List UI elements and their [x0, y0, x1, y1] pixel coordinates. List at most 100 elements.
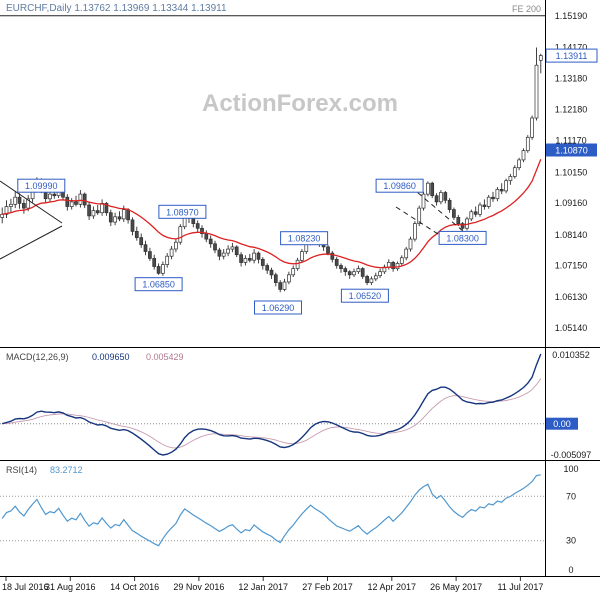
candle — [456, 217, 461, 224]
candle — [252, 252, 256, 261]
candle — [9, 203, 13, 207]
candle — [273, 274, 278, 283]
candle — [65, 196, 70, 207]
swing-label-box — [375, 178, 424, 193]
date-label: 26 May 2017 — [430, 582, 482, 592]
swing-label-box — [254, 300, 302, 315]
macd-title: MACD(12,26,9) — [6, 352, 69, 362]
price-axis-tick: 1.11170 — [555, 136, 586, 146]
level-price-text: 1.10870 — [555, 146, 588, 156]
candle — [208, 238, 213, 245]
swing-price-labels: 1.09990 1.08970 1.06850 1.08230 1.06290 1.065… — [17, 178, 487, 315]
triangle-lower-trendline[interactable] — [0, 225, 63, 260]
candle — [378, 271, 382, 277]
candle — [17, 196, 22, 204]
candle — [217, 249, 222, 257]
candle — [421, 193, 426, 209]
candle — [239, 254, 243, 263]
candle — [343, 268, 348, 273]
candle — [4, 206, 9, 215]
candle — [369, 278, 374, 283]
candle — [534, 64, 539, 119]
candle — [117, 216, 122, 220]
price-axis: 1.15190 1.14170 1.13180 1.12180 1.11170 1.101… — [0, 0, 600, 577]
candle — [525, 136, 530, 152]
swing-label-box — [280, 231, 329, 246]
candle — [360, 268, 365, 277]
candle — [352, 271, 356, 276]
candle — [104, 203, 109, 214]
candle — [74, 201, 78, 205]
candle — [282, 281, 287, 290]
candle — [386, 262, 391, 268]
moving-average-line[interactable] — [2, 158, 542, 269]
candle — [213, 243, 217, 251]
swing-label-text: 1.06290 — [262, 303, 295, 313]
swing-price-label[interactable]: 1.08230 — [280, 231, 329, 246]
macd-zero-box — [546, 417, 578, 430]
candle — [174, 241, 178, 250]
main-chart-plot[interactable] — [0, 0, 545, 347]
rsi-value: 83.2712 — [50, 465, 83, 475]
candle — [430, 182, 435, 196]
price-axis-tick: 1.10150 — [555, 167, 588, 177]
candle — [91, 210, 96, 217]
date-label: 12 Apr 2017 — [368, 582, 417, 592]
candle — [148, 251, 152, 259]
candle — [48, 193, 52, 200]
swing-price-label[interactable]: 1.06850 — [134, 277, 183, 292]
candle — [260, 258, 265, 266]
date-label: 14 Oct 2016 — [110, 582, 159, 592]
chart-header-ohlc: EURCHF,Daily 1.13762 1.13969 1.13344 1.1… — [6, 3, 227, 14]
candle — [443, 192, 448, 201]
candle — [291, 268, 296, 276]
candle — [265, 265, 270, 271]
rsi-plot[interactable] — [0, 461, 545, 576]
date-label: 18 Jul 2016 — [2, 582, 49, 592]
candle — [234, 246, 239, 256]
candle — [113, 216, 117, 223]
candle — [108, 212, 113, 223]
swing-label-box — [438, 230, 487, 245]
candle — [26, 198, 31, 209]
date-label: 12 Jan 2017 — [238, 582, 288, 592]
swing-price-label[interactable]: 1.08300 — [438, 230, 487, 245]
swing-price-label[interactable]: 1.09860 — [375, 178, 424, 193]
candle — [69, 201, 74, 207]
watermark: ActionForex.com — [202, 90, 398, 117]
candle — [143, 244, 148, 252]
candle — [512, 167, 517, 177]
price-axis-tick: 1.06130 — [555, 292, 588, 302]
candle — [195, 223, 200, 229]
swing-label-text: 1.06850 — [142, 280, 175, 290]
swing-price-label[interactable]: 1.06520 — [340, 288, 389, 303]
candle — [156, 266, 161, 274]
rsi-header: RSI(14) 83.2712 — [6, 465, 83, 475]
wedge-upper-dashed-line[interactable] — [403, 180, 471, 238]
candle — [300, 251, 304, 261]
triangle-upper-trendline[interactable] — [0, 180, 63, 224]
candle — [404, 248, 409, 259]
swing-price-label[interactable]: 1.06290 — [254, 300, 302, 315]
swing-label-text: 1.08300 — [446, 233, 479, 243]
candle — [508, 176, 513, 182]
candle — [469, 211, 474, 220]
candle — [373, 275, 378, 280]
candle — [417, 207, 422, 224]
candle — [178, 226, 183, 243]
level-price-box — [546, 143, 597, 157]
rsi-title: RSI(14) — [6, 465, 37, 475]
candle — [538, 55, 543, 61]
swing-label-box — [340, 288, 389, 303]
swing-price-label[interactable]: 1.09990 — [17, 178, 66, 193]
swing-price-label[interactable]: 1.08970 — [158, 204, 207, 219]
candle — [356, 268, 361, 273]
candle — [478, 204, 482, 215]
candle — [447, 199, 452, 210]
candle — [121, 209, 126, 220]
candle — [278, 282, 283, 290]
